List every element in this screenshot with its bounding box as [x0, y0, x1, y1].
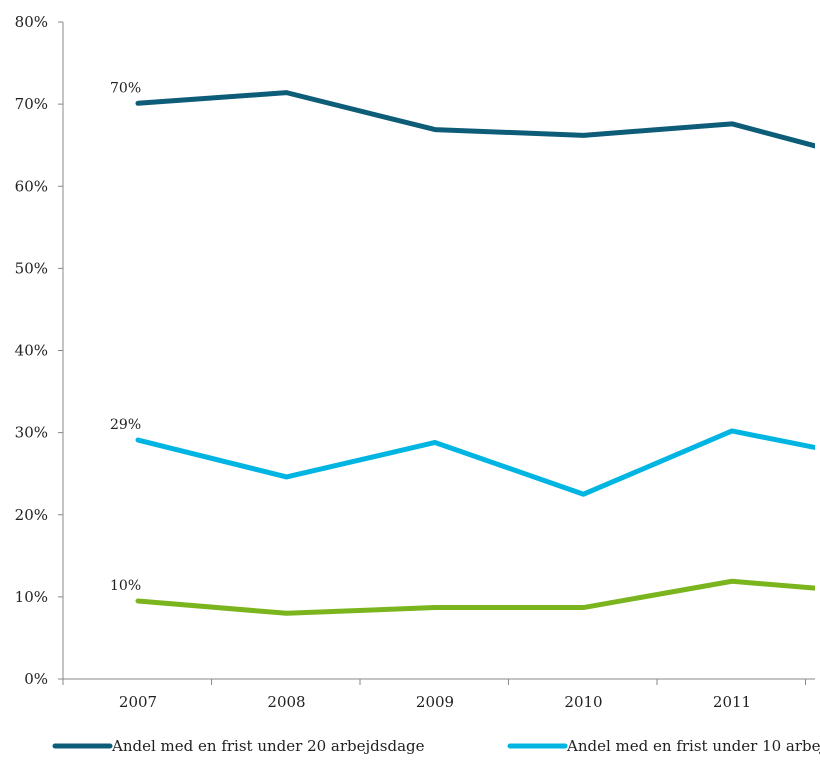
y-tick-label: 30% [15, 424, 48, 442]
data-label: 10% [110, 578, 141, 594]
y-tick-label: 40% [15, 342, 48, 360]
y-tick-label: 60% [15, 177, 48, 195]
legend-item: Andel med en frist under 10 arbejdsdage [507, 737, 820, 755]
x-tick-label: 2010 [564, 693, 602, 711]
y-tick-label: 50% [15, 259, 48, 277]
x-tick-label: 2007 [119, 693, 157, 711]
x-axis-tick-labels: 2007 2008 2009 2010 2011 [119, 693, 751, 711]
data-labels: 70% 29% 10% [110, 80, 141, 594]
data-label: 70% [110, 80, 141, 96]
y-tick-label: 80% [15, 13, 48, 31]
y-tick-label: 70% [15, 95, 48, 113]
series-line-1 [135, 90, 815, 149]
series-lines [135, 90, 815, 616]
y-axis-tick-labels: 0% 10% 20% 30% 40% 50% 60% 70% 80% [15, 13, 48, 688]
y-tick-label: 10% [15, 588, 48, 606]
x-tick-label: 2011 [713, 693, 751, 711]
axes [58, 21, 815, 685]
legend: Andel med en frist under 20 arbejdsdage A… [52, 737, 820, 755]
y-tick-label: 0% [24, 670, 48, 688]
legend-item: Andel med en frist under 20 arbejdsdage [52, 737, 425, 755]
data-label: 29% [110, 417, 141, 433]
legend-label: Andel med en frist under 20 arbejdsdage [111, 737, 425, 755]
series-line-3 [135, 578, 815, 616]
x-tick-label: 2009 [416, 693, 454, 711]
x-tick-label: 2008 [267, 693, 305, 711]
legend-label: Andel med en frist under 10 arbejdsdage [566, 737, 820, 755]
y-tick-label: 20% [15, 506, 48, 524]
series-line-2 [135, 428, 815, 497]
